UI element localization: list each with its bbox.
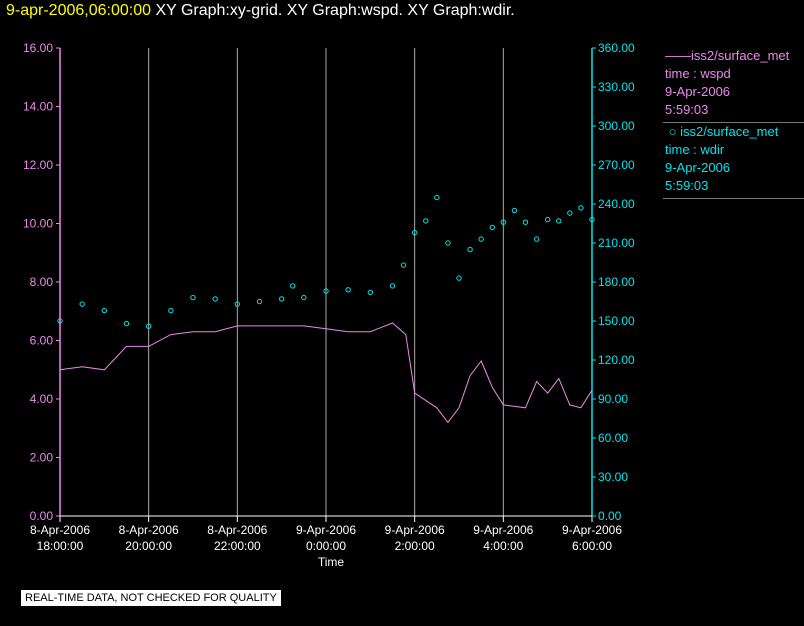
data-point-wdir — [389, 283, 396, 289]
data-point-wdir — [456, 275, 462, 281]
data-point-wdir — [544, 216, 551, 223]
x-tick-label-time: 2:00:00 — [395, 539, 435, 553]
right-tick-label: 0.00 — [598, 509, 622, 523]
data-point-wdir — [411, 229, 418, 236]
legend-divider — [663, 198, 804, 199]
x-tick-label-time: 22:00:00 — [214, 539, 261, 553]
legend-line-swatch: —— — [665, 48, 691, 63]
data-point-wdir — [123, 320, 130, 327]
data-point-wdir — [256, 298, 263, 305]
data-point-wdir — [212, 296, 218, 302]
quality-notice: REAL-TIME DATA, NOT CHECKED FOR QUALITY — [21, 590, 281, 606]
data-point-wdir — [145, 323, 152, 329]
right-tick-label: 60.00 — [598, 431, 628, 445]
left-tick-label: 12.00 — [23, 158, 53, 172]
data-point-wdir — [345, 287, 351, 293]
legend-time: 5:59:03 — [665, 178, 709, 193]
data-point-wdir — [168, 307, 174, 314]
legend-date: 9-Apr-2006 — [665, 84, 731, 99]
grid-layer — [148, 48, 504, 516]
x-tick-label-date: 9-Apr-2006 — [562, 523, 622, 537]
title-timestamp: 9-apr-2006,06:00:00 — [6, 2, 151, 19]
right-tick-label: 180.00 — [598, 275, 635, 289]
data-point-wdir — [301, 294, 307, 301]
x-tick-label-date: 8-Apr-2006 — [119, 523, 179, 537]
x-tick-label-date: 9-Apr-2006 — [296, 523, 356, 537]
legend-source: iss2/surface_met — [680, 124, 779, 139]
right-tick-label: 90.00 — [598, 392, 628, 406]
title-graph-list: XY Graph:xy-grid. XY Graph:wspd. XY Grap… — [155, 2, 515, 19]
left-tick-label: 8.00 — [30, 275, 54, 289]
data-point-wdir — [500, 219, 507, 225]
data-point-wdir — [367, 289, 374, 296]
x-tick-label-date: 8-Apr-2006 — [207, 523, 267, 537]
data-point-wdir — [234, 301, 241, 307]
left-tick-label: 0.00 — [30, 509, 54, 523]
right-tick-label: 240.00 — [598, 197, 635, 211]
x-tick-label-time: 4:00:00 — [483, 539, 523, 553]
right-tick-label: 120.00 — [598, 353, 635, 367]
x-tick-label-date: 9-Apr-2006 — [385, 523, 445, 537]
x-tick-label-date: 8-Apr-2006 — [30, 523, 90, 537]
left-tick-label: 16.00 — [23, 41, 53, 55]
right-tick-label: 30.00 — [598, 470, 628, 484]
x-tick-label-time: 0:00:00 — [306, 539, 346, 553]
legend-variable: time : wspd — [665, 66, 731, 81]
x-tick-label-time: 18:00:00 — [37, 539, 84, 553]
data-point-wdir — [556, 218, 562, 224]
series-layer — [57, 194, 595, 424]
data-point-wdir — [400, 262, 407, 268]
data-point-wdir — [489, 224, 495, 231]
right-tick-label: 300.00 — [598, 119, 635, 133]
data-point-wdir — [478, 236, 484, 242]
x-tick-label-time: 20:00:00 — [125, 539, 172, 553]
title-bar: 9-apr-2006,06:00:00 XY Graph:xy-grid. XY… — [6, 2, 515, 20]
right-tick-label: 210.00 — [598, 236, 635, 250]
legend-date: 9-Apr-2006 — [665, 160, 731, 175]
x-tick-label-date: 9-Apr-2006 — [473, 523, 533, 537]
x-axis-label: Time — [318, 555, 345, 569]
right-tick-label: 270.00 — [598, 158, 635, 172]
legend-variable: time : wdir — [665, 142, 725, 157]
data-point-wdir — [511, 207, 518, 214]
right-tick-label: 360.00 — [598, 41, 635, 55]
data-point-wdir — [578, 205, 584, 211]
data-point-wdir — [278, 296, 285, 302]
data-point-wdir — [423, 218, 429, 224]
legend: ——iss2/surface_met time : wspd 9-Apr-200… — [663, 47, 804, 199]
data-point-wdir — [434, 194, 440, 201]
legend-time: 5:59:03 — [665, 102, 709, 117]
legend-source: iss2/surface_met — [691, 48, 790, 63]
data-point-wdir — [567, 210, 573, 216]
left-tick-label: 10.00 — [23, 217, 53, 231]
data-point-wdir — [290, 283, 296, 289]
data-point-wdir — [445, 240, 451, 246]
x-tick-label-time: 6:00:00 — [572, 539, 612, 553]
data-point-wdir — [522, 219, 529, 225]
legend-circle-swatch: ○ — [665, 124, 681, 139]
legend-entry-wspd: ——iss2/surface_met time : wspd 9-Apr-200… — [663, 47, 804, 123]
legend-divider — [663, 122, 804, 123]
data-point-wdir — [79, 301, 85, 307]
series-line-wspd — [59, 322, 593, 424]
data-point-wdir — [190, 294, 196, 301]
axes-layer: 8-Apr-2006 18:00:00 8-Apr-2006 20:00:00 8-Ap… — [23, 41, 635, 553]
right-tick-label: 150.00 — [598, 314, 635, 328]
data-point-wdir — [323, 288, 329, 294]
right-tick-label: 330.00 — [598, 80, 635, 94]
left-tick-label: 4.00 — [30, 392, 54, 406]
left-tick-label: 14.00 — [23, 100, 53, 114]
left-tick-label: 6.00 — [30, 334, 54, 348]
left-tick-label: 2.00 — [30, 451, 54, 465]
legend-entry-wdir: ○ iss2/surface_met time : wdir 9-Apr-200… — [663, 123, 804, 199]
data-point-wdir — [533, 236, 540, 242]
data-point-wdir — [467, 246, 473, 253]
data-point-wdir — [101, 307, 108, 314]
